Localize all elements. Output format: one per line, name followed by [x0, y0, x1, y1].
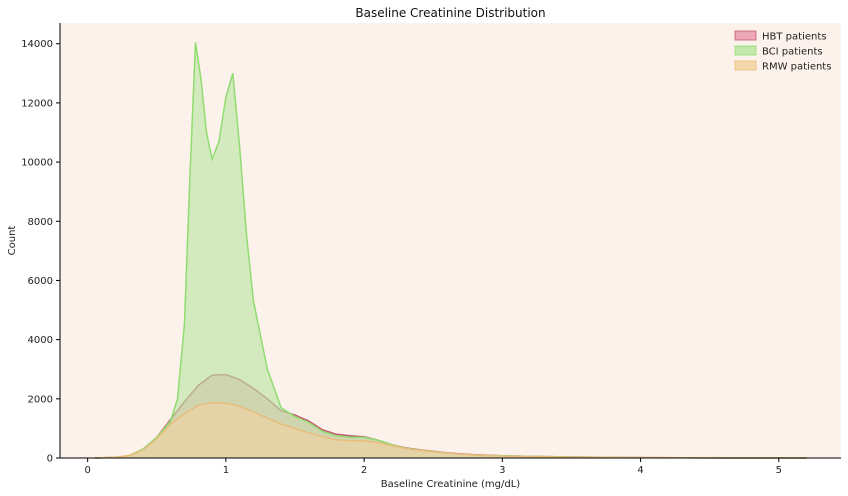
legend-swatch-rmw [734, 60, 757, 71]
series-area-bci [94, 42, 807, 458]
y-tick-label: 2000 [28, 394, 53, 405]
y-tick-label: 0 [47, 454, 53, 465]
x-ticks: 0 1 2 3 4 5 [84, 458, 782, 476]
legend-label-rmw: RMW patients [762, 62, 831, 73]
legend-swatch-bci [734, 45, 757, 56]
y-tick-label: 6000 [28, 276, 53, 287]
series-line-rmw [94, 401, 807, 459]
y-tick-label: 14000 [21, 39, 53, 50]
y-axis-label: Count [7, 226, 18, 256]
series-area-rmw [94, 402, 807, 458]
x-tick-label: 2 [361, 465, 367, 476]
legend: HBT patients BCI patients RMW patients [734, 30, 831, 73]
y-tick-label: 8000 [28, 217, 53, 228]
legend-swatch-hbt [734, 30, 757, 41]
plot-background [60, 23, 841, 458]
axes [59, 23, 841, 459]
series-areas [94, 42, 807, 459]
y-tick-label: 12000 [21, 98, 53, 109]
chart-title: Baseline Creatinine Distribution [355, 6, 545, 20]
x-tick-label: 4 [637, 465, 643, 476]
legend-label-hbt: HBT patients [762, 32, 826, 43]
x-tick-label: 0 [84, 465, 90, 476]
x-tick-label: 3 [499, 465, 505, 476]
x-tick-label: 1 [223, 465, 229, 476]
x-tick-label: 5 [776, 465, 782, 476]
y-tick-label: 10000 [21, 158, 53, 169]
y-tick-label: 4000 [28, 335, 53, 346]
y-ticks: 0 2000 4000 6000 8000 10000 12000 14000 [21, 39, 60, 465]
x-axis-label: Baseline Creatinine (mg/dL) [381, 479, 520, 490]
legend-label-bci: BCI patients [762, 47, 823, 58]
